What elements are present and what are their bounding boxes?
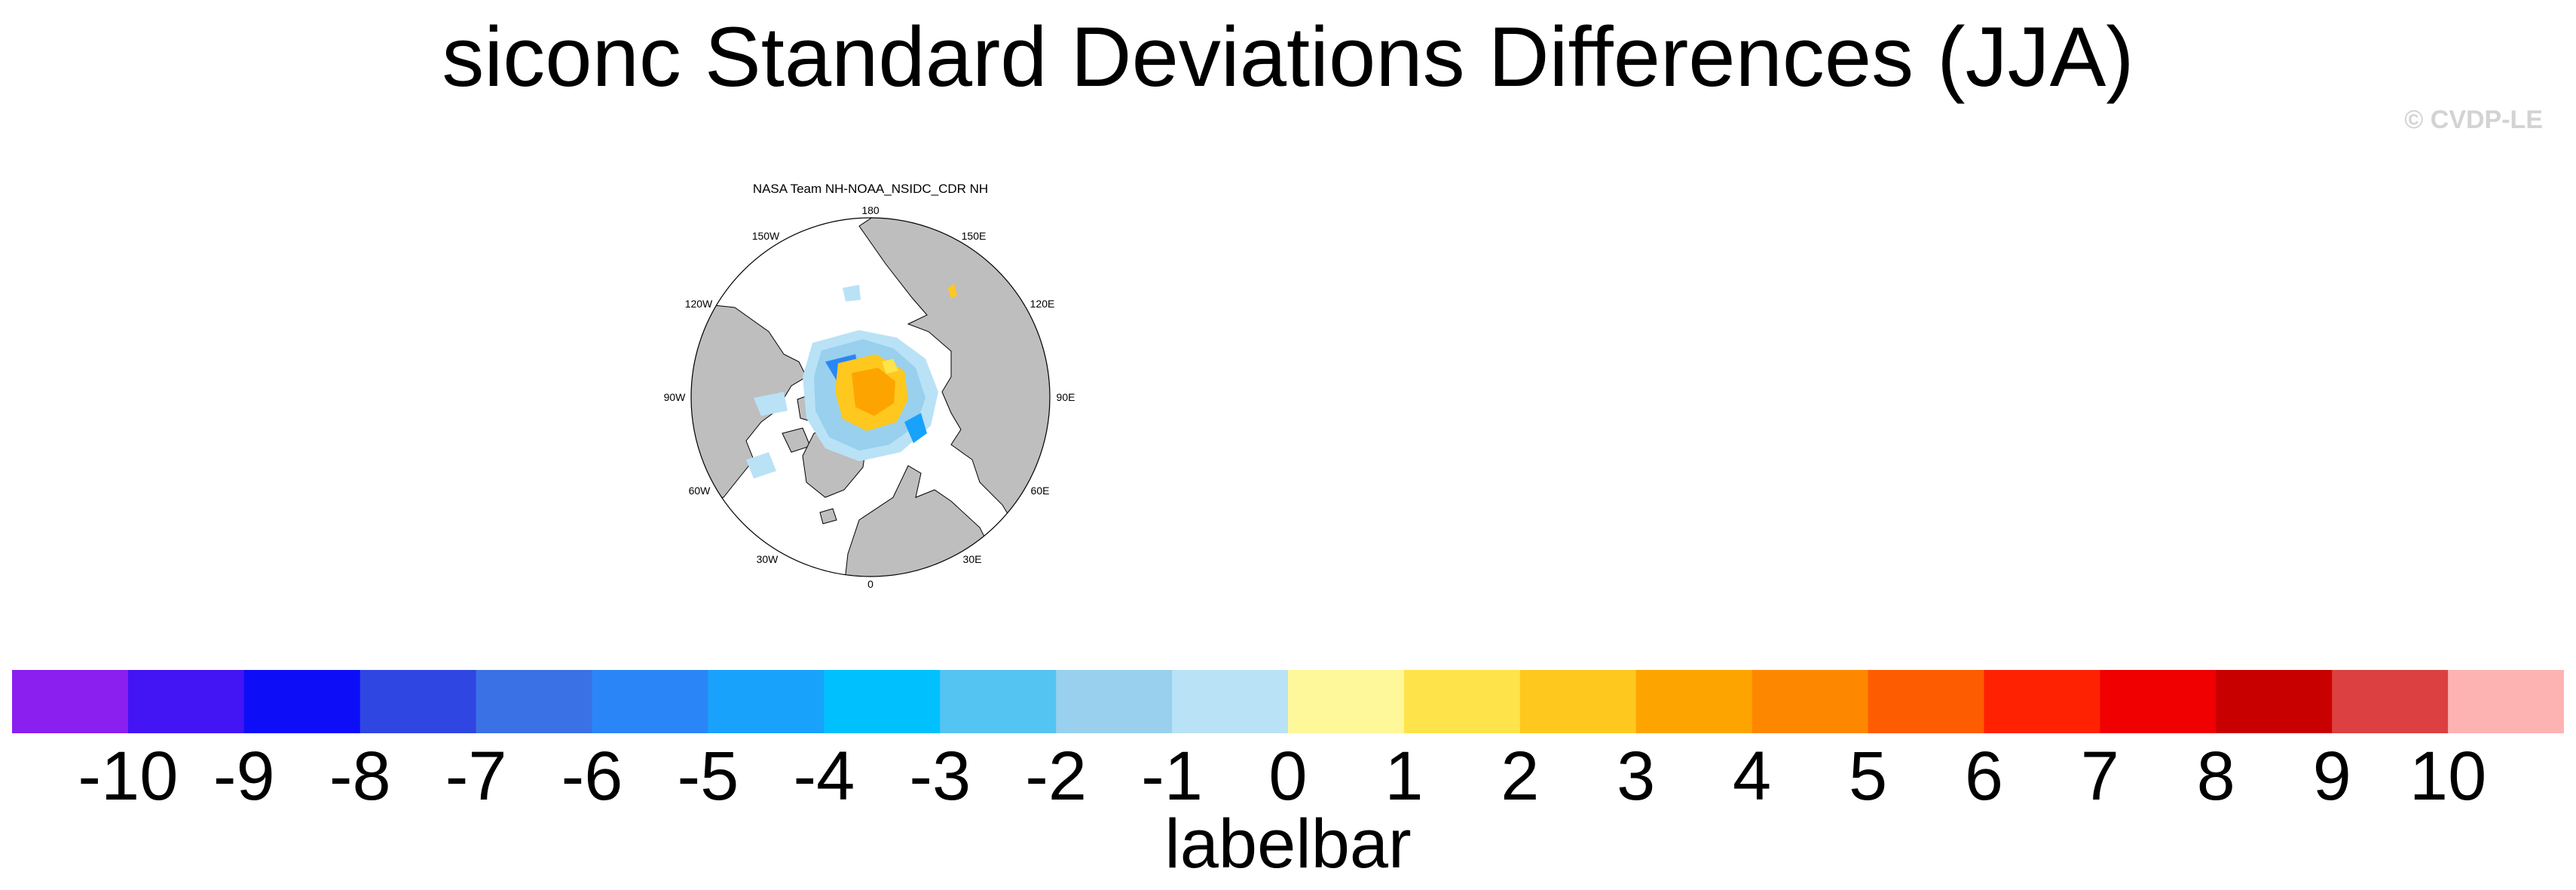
labelbar-tick-label: 7 [2080,738,2119,815]
labelbar-tick-label: 5 [1848,738,1888,815]
labelbar-box [127,670,245,733]
polar-map: NASA Team NH-NOAA_NSIDC_CDR NH [664,182,1075,590]
siconc-field [746,283,957,479]
labelbar-box [2100,670,2217,733]
lon-label: 0 [867,578,873,590]
lon-label: 150W [752,230,780,242]
labelbar-box [824,670,941,733]
labelbar-tick-label: -8 [329,738,391,815]
labelbar-box [1635,670,1753,733]
labelbar-box [1056,670,1173,733]
labelbar-box [1519,670,1637,733]
labelbar-tick-label: -5 [677,738,739,815]
labelbar-caption: labelbar [1164,806,1412,882]
watermark: © CVDP-LE [2404,106,2543,134]
labelbar-tick-label: -4 [793,738,855,815]
figure-title: siconc Standard Deviations Differences (… [442,10,2134,104]
labelbar-tick-label: -3 [909,738,971,815]
labelbar-tick-label: 9 [2312,738,2351,815]
labelbar-tick-label: 0 [1268,738,1308,815]
labelbar-tick-label: 6 [1964,738,2004,815]
labelbar-tick-label: 2 [1501,738,1540,815]
labelbar-tick-label: -1 [1141,738,1203,815]
map-content [691,218,1050,577]
lon-label: 60E [1031,485,1050,497]
labelbar-box [1751,670,1869,733]
labelbar-tick-label: 8 [2196,738,2235,815]
labelbar-box [708,670,825,733]
labelbar-box [940,670,1057,733]
labelbar-ticks: -10 -9 -8 -7 -6 -5 -4 -3 -2 -1 0 1 2 3 4 5 6 7 8 9 10 [0,735,2576,818]
labelbar-box [12,670,129,733]
labelbar-box [2332,670,2449,733]
labelbar-tick-label: -9 [213,738,275,815]
lon-label: 90W [664,391,687,403]
lon-label: 150E [962,230,987,242]
lon-label: 120W [685,298,713,310]
labelbar-box [2448,670,2564,733]
labelbar-colors [12,670,2564,733]
longitude-labels: 180 150E 120E 90E 60E 30E 0 30W 60W 90W … [664,204,1075,590]
labelbar [12,670,2564,733]
labelbar-tick-label: 4 [1733,738,1772,815]
lon-label: 30W [757,553,779,565]
labelbar-box [1288,670,1405,733]
labelbar-box [1172,670,1289,733]
map-boundary [690,217,1051,577]
labelbar-tick-label: 10 [2409,738,2487,815]
labelbar-box [1868,670,1984,733]
polar-map-panel: NASA Team NH-NOAA_NSIDC_CDR NH [656,173,1183,595]
lon-label: 180 [861,204,880,216]
labelbar-box [1984,670,2100,733]
lon-label: 120E [1030,298,1055,310]
labelbar-tick-label: -6 [561,738,623,815]
labelbar-tick-label: -7 [445,738,507,815]
labelbar-box [243,670,361,733]
lon-label: 60W [689,485,711,497]
labelbar-box [359,670,477,733]
map-panel-title: NASA Team NH-NOAA_NSIDC_CDR NH [753,182,988,196]
labelbar-box [476,670,593,733]
labelbar-box [2216,670,2333,733]
lon-label: 30E [963,553,982,565]
labelbar-tick-label: -2 [1025,738,1088,815]
labelbar-tick-label: 3 [1617,738,1656,815]
labelbar-tick-label: -10 [78,738,179,815]
labelbar-box [1403,670,1521,733]
labelbar-tick-label: 1 [1384,738,1424,815]
lon-label: 90E [1057,391,1075,403]
labelbar-box [592,670,708,733]
